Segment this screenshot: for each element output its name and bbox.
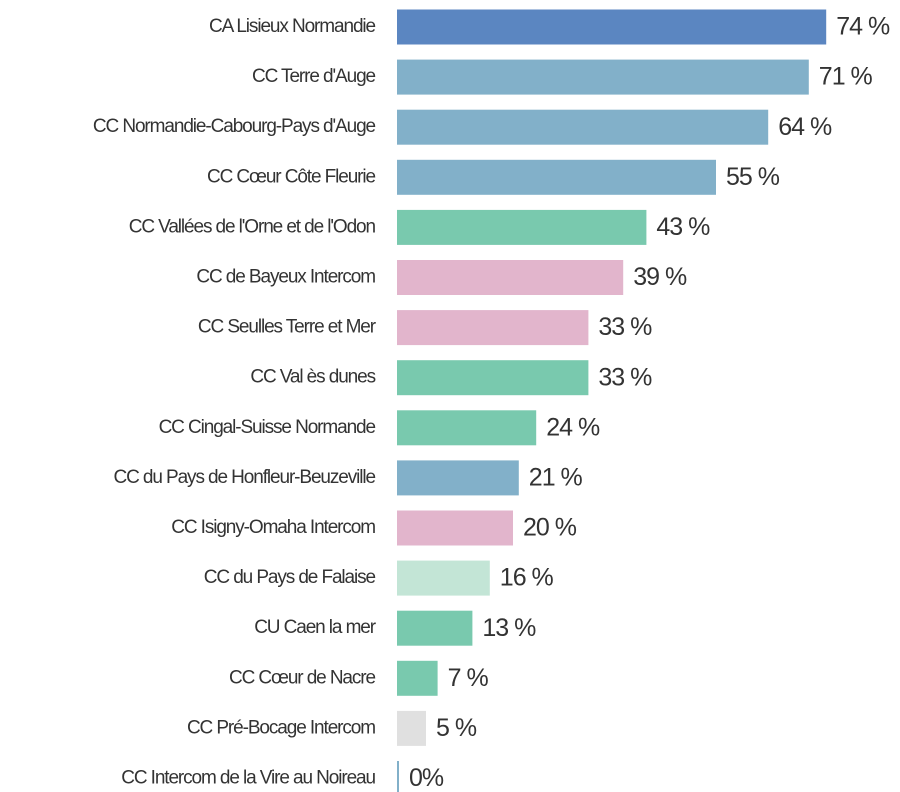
value-label: 55 % bbox=[726, 163, 780, 191]
value-label: 13 % bbox=[482, 614, 536, 642]
value-label: 39 % bbox=[633, 263, 687, 291]
value-label: 74 % bbox=[836, 13, 890, 41]
category-label: CC Intercom de la Vire au Noireau bbox=[121, 768, 375, 789]
category-label: CC Terre d'Auge bbox=[252, 66, 376, 87]
category-label: CC Cingal-Suisse Normande bbox=[159, 417, 376, 438]
value-label: 43 % bbox=[656, 213, 710, 241]
value-label: 5 % bbox=[436, 714, 477, 742]
category-label: CC Isigny-Omaha Intercom bbox=[171, 517, 375, 538]
value-label: 21 % bbox=[529, 464, 583, 492]
value-label: 20 % bbox=[523, 514, 577, 542]
bar bbox=[397, 260, 624, 295]
bar bbox=[397, 9, 827, 45]
bar bbox=[397, 660, 438, 696]
category-label: CC Cœur de Nacre bbox=[229, 667, 376, 688]
bar bbox=[397, 209, 647, 245]
value-label: 0% bbox=[409, 764, 444, 792]
value-label: 33 % bbox=[598, 313, 652, 341]
category-label: CC Pré-Bocage Intercom bbox=[187, 717, 375, 738]
value-label: 71 % bbox=[819, 63, 873, 91]
bar bbox=[397, 410, 537, 446]
bar bbox=[397, 761, 399, 792]
bar bbox=[397, 610, 473, 646]
value-label: 16 % bbox=[500, 564, 554, 592]
category-label: CC Normandie-Cabourg-Pays d'Auge bbox=[93, 116, 376, 137]
bar bbox=[397, 360, 589, 396]
bar bbox=[397, 159, 716, 195]
bar bbox=[397, 460, 519, 496]
bar bbox=[397, 310, 589, 346]
bar bbox=[397, 560, 490, 596]
category-label: CC du Pays de Falaise bbox=[204, 567, 376, 588]
category-label: CA Lisieux Normandie bbox=[209, 16, 376, 37]
bar bbox=[397, 59, 809, 95]
category-label: CC du Pays de Honfleur-Beuzeville bbox=[113, 467, 375, 488]
value-label: 33 % bbox=[598, 363, 652, 391]
value-label: 64 % bbox=[778, 113, 832, 141]
category-label: CC Seulles Terre et Mer bbox=[198, 317, 377, 338]
category-label: CC Vallées de l'Orne et de l'Odon bbox=[129, 216, 376, 237]
bar bbox=[397, 710, 426, 746]
category-label: CU Caen la mer bbox=[254, 617, 377, 638]
value-label: 7 % bbox=[448, 664, 489, 692]
bar bbox=[397, 510, 513, 546]
value-label: 24 % bbox=[546, 413, 600, 441]
category-label: CC Val ès dunes bbox=[250, 367, 375, 388]
category-label: CC de Bayeux Intercom bbox=[196, 267, 375, 288]
category-label: CC Cœur Côte Fleurie bbox=[207, 166, 376, 187]
bar bbox=[397, 109, 769, 145]
